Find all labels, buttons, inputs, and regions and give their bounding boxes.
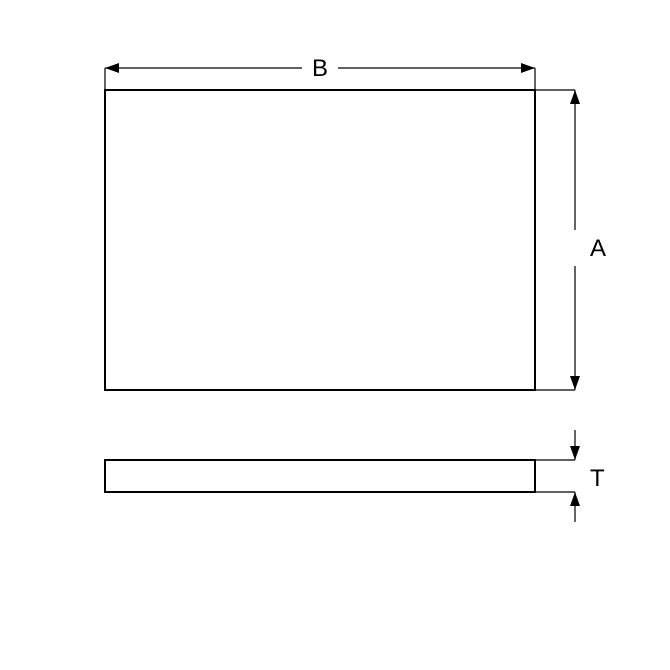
arrowhead-icon: [570, 376, 580, 390]
arrowhead-icon: [570, 492, 580, 506]
plate-top-view: [105, 90, 535, 390]
arrowhead-icon: [105, 63, 119, 73]
dim-a-label: A: [590, 235, 606, 262]
dim-b-label: B: [312, 55, 328, 82]
plate-side-view: [105, 460, 535, 492]
arrowhead-icon: [570, 446, 580, 460]
arrowhead-icon: [570, 90, 580, 104]
arrowhead-icon: [521, 63, 535, 73]
dim-t-label: T: [590, 465, 605, 492]
